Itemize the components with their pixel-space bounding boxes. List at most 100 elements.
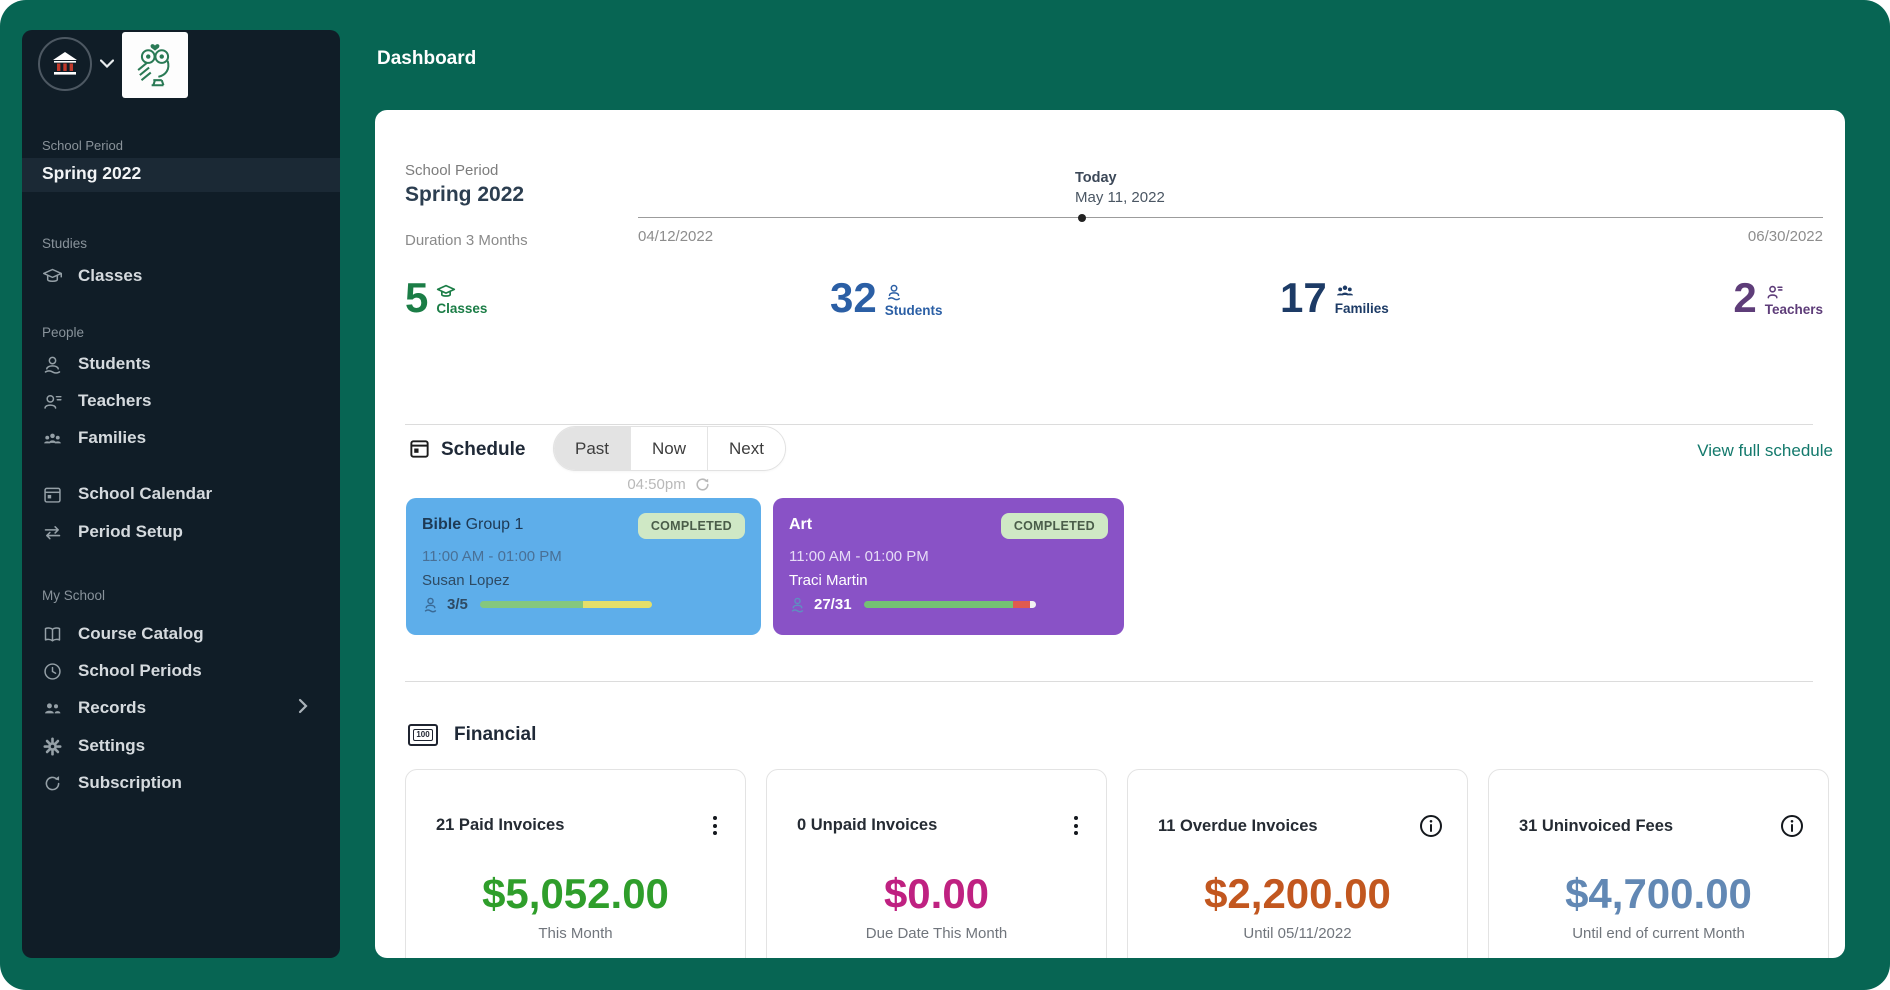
swap-arrows-icon bbox=[44, 525, 61, 539]
attendance-count: 3/5 bbox=[447, 596, 468, 613]
section-divider bbox=[405, 424, 1813, 425]
tab-past[interactable]: Past bbox=[554, 427, 631, 470]
financial-amount: $4,700.00 bbox=[1565, 870, 1752, 917]
stat-label: Students bbox=[884, 303, 943, 318]
attendance-progress-bar bbox=[479, 601, 652, 608]
banknote-icon: 100 bbox=[408, 724, 438, 746]
stat-label: Classes bbox=[436, 301, 488, 316]
schedule-refresh-row: 04:50pm bbox=[553, 476, 785, 493]
financial-card-uninvoiced-fees: 31 Uninvoiced Fees $4,700.00 Until end o… bbox=[1488, 769, 1829, 958]
graduation-cap-icon bbox=[437, 284, 456, 297]
financial-subtitle: Until 05/11/2022 bbox=[1243, 925, 1352, 942]
schedule-tab-group: Past Now Next bbox=[553, 426, 786, 471]
sidebar-item-teachers[interactable]: Teachers bbox=[42, 385, 330, 417]
class-teacher: Traci Martin bbox=[789, 572, 868, 589]
timeline-today-date: May 11, 2022 bbox=[1075, 189, 1165, 206]
calendar-icon bbox=[408, 437, 431, 465]
schedule-title: Schedule bbox=[441, 439, 526, 460]
sidebar-item-settings[interactable]: Settings bbox=[42, 730, 330, 762]
sidebar-item-school-calendar[interactable]: School Calendar bbox=[42, 478, 330, 510]
stat-families: 17 Families bbox=[1280, 274, 1389, 321]
view-full-schedule-link[interactable]: View full schedule bbox=[1697, 441, 1833, 460]
bank-icon bbox=[53, 52, 77, 75]
sidebar-item-records[interactable]: Records bbox=[42, 692, 330, 724]
people-icon bbox=[45, 702, 61, 713]
stat-teachers: 2 Teachers bbox=[1733, 274, 1823, 321]
dashboard-card: School Period Spring 2022 Duration 3 Mon… bbox=[375, 110, 1845, 958]
sidebar-item-classes[interactable]: Classes bbox=[42, 260, 330, 292]
class-time: 11:00 AM - 01:00 PM bbox=[422, 548, 562, 565]
financial-title: Financial bbox=[454, 724, 537, 745]
gear-icon bbox=[43, 736, 62, 756]
families-icon bbox=[1336, 285, 1353, 296]
school-avatar[interactable] bbox=[38, 37, 92, 91]
school-period-label: School Period bbox=[42, 138, 123, 153]
tab-next[interactable]: Next bbox=[708, 427, 785, 470]
overview-period-label: School Period bbox=[405, 162, 499, 179]
sidebar-item-subscription[interactable]: Subscription bbox=[42, 767, 330, 799]
stat-value: 17 bbox=[1280, 274, 1327, 321]
schedule-card-bible-group-1[interactable]: Bible Group 1 COMPLETED 11:00 AM - 01:00… bbox=[406, 498, 761, 635]
graduation-cap-icon bbox=[43, 268, 62, 282]
timeline-today-dot bbox=[1078, 214, 1086, 222]
class-teacher: Susan Lopez bbox=[422, 572, 510, 589]
sidebar-item-label: Students bbox=[78, 354, 151, 373]
overview-period-value: Spring 2022 bbox=[405, 183, 525, 206]
student-icon bbox=[44, 356, 61, 374]
financial-amount: $5,052.00 bbox=[482, 870, 669, 917]
kebab-menu-icon[interactable] bbox=[1070, 814, 1082, 837]
stat-label: Teachers bbox=[1764, 302, 1823, 317]
sidebar-item-label: Records bbox=[78, 698, 147, 717]
sidebar-item-students[interactable]: Students bbox=[42, 348, 330, 380]
section-people: People bbox=[42, 325, 85, 340]
status-badge: COMPLETED bbox=[637, 513, 745, 539]
sidebar-item-school-periods[interactable]: School Periods bbox=[42, 655, 330, 687]
clock-icon bbox=[44, 662, 61, 680]
stat-label: Families bbox=[1334, 301, 1389, 316]
stat-value: 5 bbox=[405, 274, 429, 321]
sidebar-item-course-catalog[interactable]: Course Catalog bbox=[42, 618, 330, 650]
section-studies: Studies bbox=[42, 236, 88, 251]
open-book-icon bbox=[44, 626, 61, 642]
class-time: 11:00 AM - 01:00 PM bbox=[789, 548, 929, 565]
sidebar-item-period-setup[interactable]: Period Setup bbox=[42, 516, 330, 548]
chevron-down-icon[interactable] bbox=[99, 55, 115, 73]
class-title: Bible Group 1 bbox=[422, 516, 524, 533]
stat-students: 32 Students bbox=[830, 274, 943, 321]
page-title: Dashboard bbox=[377, 48, 477, 69]
stat-value: 32 bbox=[830, 274, 877, 321]
refresh-icon[interactable] bbox=[694, 476, 711, 493]
sidebar-item-label: Teachers bbox=[78, 391, 152, 410]
info-icon[interactable] bbox=[1780, 814, 1804, 838]
sidebar-item-families[interactable]: Families bbox=[42, 422, 330, 454]
chevron-right-icon bbox=[298, 698, 308, 719]
school-period-value: Spring 2022 bbox=[42, 163, 142, 183]
timeline-end-date: 06/30/2022 bbox=[1747, 228, 1823, 245]
sidebar-item-label: Settings bbox=[78, 736, 146, 755]
financial-card-title: 0 Unpaid Invoices bbox=[797, 816, 938, 834]
attendance-progress-bar bbox=[863, 601, 1036, 608]
schedule-card-art[interactable]: Art COMPLETED 11:00 AM - 01:00 PM Traci … bbox=[773, 498, 1124, 635]
sidebar-item-label: Subscription bbox=[78, 773, 182, 792]
sidebar-item-label: Families bbox=[78, 428, 147, 447]
sidebar: School Period Spring 2022 Studies Classe… bbox=[22, 30, 340, 958]
tab-now[interactable]: Now bbox=[631, 427, 708, 470]
financial-card-title: 21 Paid Invoices bbox=[436, 816, 565, 834]
calendar-icon bbox=[44, 487, 61, 503]
student-icon bbox=[424, 597, 437, 613]
sidebar-item-label: Classes bbox=[78, 266, 143, 285]
attendance-count: 27/31 bbox=[814, 596, 852, 613]
financial-card-title: 11 Overdue Invoices bbox=[1158, 816, 1318, 835]
timeline-line bbox=[638, 217, 1823, 218]
class-title: Art bbox=[789, 516, 813, 533]
financial-card-overdue-invoices: 11 Overdue Invoices $2,200.00 Until 05/1… bbox=[1127, 769, 1468, 958]
refresh-time: 04:50pm bbox=[627, 476, 686, 493]
student-icon bbox=[791, 597, 804, 613]
info-icon[interactable] bbox=[1419, 814, 1443, 838]
kebab-menu-icon[interactable] bbox=[709, 814, 721, 837]
school-period-selector[interactable]: Spring 2022 bbox=[22, 158, 340, 192]
timeline-today-label: Today bbox=[1075, 170, 1117, 186]
teacher-icon bbox=[1767, 285, 1783, 299]
sidebar-item-label: Course Catalog bbox=[78, 624, 204, 643]
